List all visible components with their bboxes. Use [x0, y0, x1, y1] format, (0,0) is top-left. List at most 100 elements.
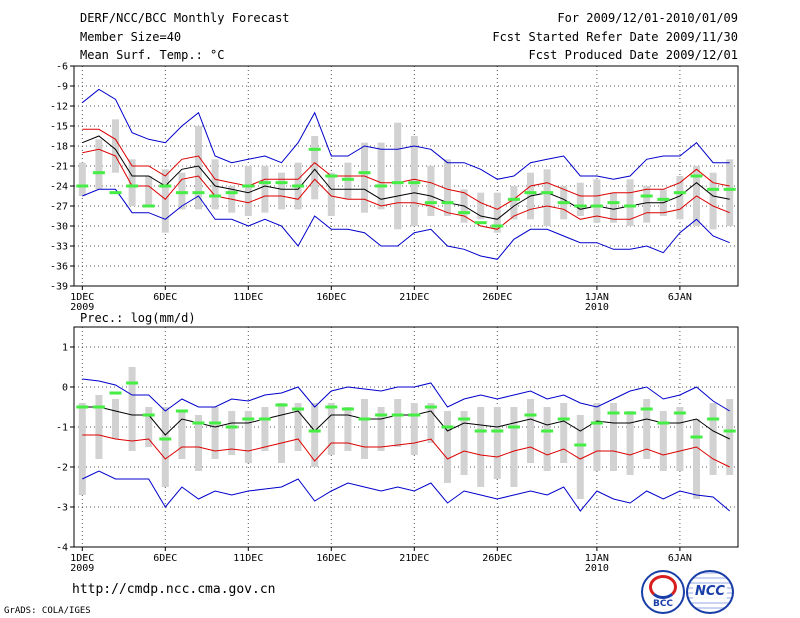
plot-frame	[73, 65, 739, 287]
spread-box	[228, 411, 236, 455]
spread-box	[244, 166, 252, 216]
observed-marker	[192, 421, 205, 425]
observed-marker	[424, 405, 437, 409]
observed-marker	[159, 184, 172, 188]
spread-box	[311, 136, 319, 200]
ncc-logo: NCC	[686, 570, 734, 614]
observed-marker	[574, 204, 587, 208]
observed-marker	[441, 425, 454, 429]
spread-box	[78, 403, 86, 495]
spread-box	[195, 415, 202, 471]
x-tick-label: 16DEC	[316, 553, 346, 564]
ncc-logo-text: NCC	[693, 584, 727, 599]
observed-marker	[142, 413, 155, 417]
spread-box	[78, 162, 86, 196]
observed-marker	[607, 201, 620, 205]
observed-marker	[424, 201, 437, 205]
observed-marker	[723, 429, 736, 433]
spread-box	[361, 142, 368, 213]
observed-marker	[524, 413, 537, 417]
observed-marker	[707, 187, 720, 191]
observed-marker	[574, 443, 587, 447]
spread-box	[543, 407, 551, 471]
y-tick-label: -9	[56, 82, 68, 93]
observed-marker	[474, 429, 487, 433]
x-tick-label: 6JAN	[668, 553, 692, 564]
spread-box	[460, 411, 468, 475]
y-tick-label: -36	[50, 262, 68, 273]
temperature-chart: -39-36-33-30-27-24-21-18-15-12-9-61DEC20…	[50, 62, 739, 313]
observed-marker	[590, 204, 603, 208]
spread-box	[377, 142, 385, 210]
y-tick-label: -4	[56, 543, 68, 554]
spread-box	[726, 159, 734, 226]
observed-marker	[209, 194, 222, 198]
spread-box	[294, 403, 302, 451]
spread-box	[610, 192, 617, 223]
x-tick-label: 6DEC	[153, 292, 177, 303]
observed-marker	[76, 405, 89, 409]
observed-marker	[673, 411, 686, 415]
bcc-emblem-icon	[649, 575, 677, 599]
observed-marker	[275, 403, 288, 407]
spread-box	[161, 169, 169, 233]
observed-marker	[209, 421, 222, 425]
observed-marker	[657, 197, 670, 201]
observed-marker	[292, 184, 305, 188]
series-line-lower	[82, 148, 730, 230]
spread-box	[344, 162, 352, 200]
observed-marker	[557, 201, 570, 205]
y-tick-label: -6	[56, 62, 68, 73]
observed-marker	[325, 405, 338, 409]
observed-marker	[391, 181, 404, 185]
forecast-period: For 2009/12/01-2010/01/09	[557, 11, 738, 25]
spread-box	[394, 399, 402, 447]
x-tick-label: 6DEC	[153, 553, 177, 564]
observed-marker	[375, 184, 388, 188]
observed-marker	[557, 417, 570, 421]
observed-marker	[624, 204, 637, 208]
spread-box	[95, 395, 103, 459]
source-url[interactable]: http://cmdp.ncc.cma.gov.cn	[72, 582, 276, 597]
x-tick-label: 6JAN	[668, 292, 692, 303]
x-tick-label: 26DEC	[482, 292, 512, 303]
spread-box	[128, 367, 136, 451]
spread-box	[361, 399, 368, 459]
series-line-ensemble-max	[82, 378, 730, 412]
spread-box	[261, 407, 269, 451]
spread-box	[178, 411, 186, 459]
precip-title: Prec.: log(mm/d)	[80, 311, 196, 325]
observed-marker	[441, 201, 454, 205]
observed-marker	[541, 429, 554, 433]
spread-box	[394, 122, 402, 230]
series-line-ensemble-min	[82, 470, 731, 512]
x-tick-label: 21DEC	[399, 292, 429, 303]
y-tick-label: -39	[50, 282, 68, 293]
spread-box	[112, 399, 119, 439]
spread-box	[510, 186, 518, 220]
spread-box	[709, 172, 717, 230]
observed-marker	[92, 171, 105, 175]
x-tick-sublabel: 2009	[70, 563, 94, 574]
observed-marker	[142, 204, 155, 208]
spread-box	[726, 399, 734, 475]
y-tick-label: -24	[50, 182, 68, 193]
y-tick-label: 0	[62, 383, 68, 394]
observed-marker	[507, 425, 520, 429]
observed-marker	[391, 413, 404, 417]
series-line-ensemble-mean	[82, 135, 730, 220]
series-line-ensemble-min	[82, 188, 730, 260]
observed-marker	[225, 191, 238, 195]
y-tick-label: -18	[50, 142, 68, 153]
observed-marker	[159, 437, 172, 441]
observed-marker	[76, 184, 89, 188]
spread-box	[659, 411, 667, 471]
spread-box	[477, 192, 485, 220]
plot-frame	[73, 326, 739, 548]
bcc-logo: BCC	[641, 570, 685, 614]
observed-marker	[690, 435, 703, 439]
y-tick-label: -33	[50, 242, 68, 253]
observed-marker	[109, 391, 122, 395]
spread-box	[493, 407, 501, 479]
spread-box	[410, 136, 418, 226]
